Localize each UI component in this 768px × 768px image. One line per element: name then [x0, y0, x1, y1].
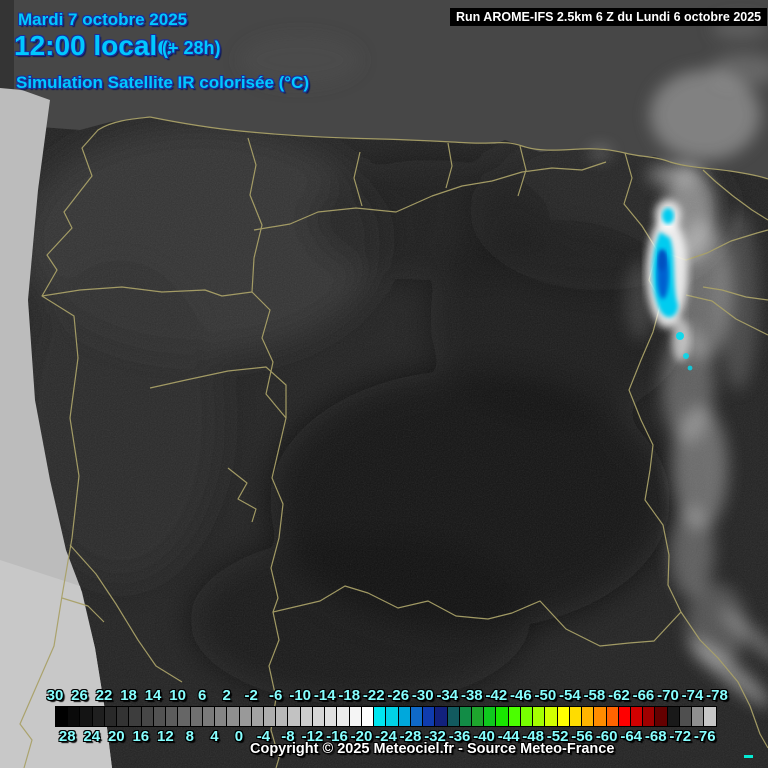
product-subtitle: Simulation Satellite IR colorisée (°C): [16, 73, 310, 92]
north-coastline: [149, 116, 768, 180]
france-border: [702, 169, 768, 221]
domain-edge-strip: [0, 0, 14, 96]
sea-clouds: [240, 18, 768, 185]
date-label: Mardi 7 octobre 2025: [18, 10, 188, 29]
cold-cloud-feature: [646, 200, 753, 758]
country-borders: [19, 116, 768, 768]
forecast-offset-label: (+ 28h): [162, 38, 221, 58]
portugal-spain-border: [251, 291, 287, 768]
sea-area: [0, 0, 768, 179]
time-label: 12:00 locale: [14, 30, 173, 61]
run-info-box: Run AROME-IFS 2.5km 6 Z du Lundi 6 octob…: [450, 8, 768, 26]
copyright-label: Copyright © 2025 Meteociel.fr - Source M…: [250, 741, 615, 757]
west-coastline: [19, 116, 151, 768]
cold-pixel-mark: [744, 755, 753, 758]
